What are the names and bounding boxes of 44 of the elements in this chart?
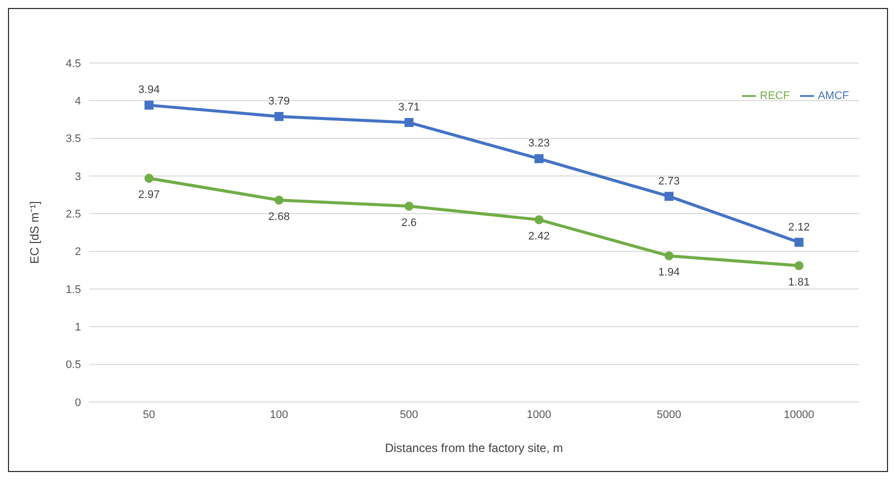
- y-tick-label: 1.5: [66, 284, 81, 296]
- data-label: 2.97: [138, 189, 160, 202]
- data-label: 2.68: [268, 210, 290, 223]
- data-label: 3.71: [398, 102, 420, 114]
- x-tick-label: 5000: [656, 408, 682, 421]
- data-label: 3.94: [138, 84, 160, 96]
- point: [404, 118, 414, 128]
- y-tick-label: 3: [74, 170, 81, 183]
- x-axis-title: Distances from the factory site, m: [384, 441, 564, 455]
- point: [144, 174, 154, 183]
- data-label: 2.42: [528, 230, 550, 243]
- point: [794, 238, 804, 247]
- data-label: 2.6: [401, 216, 417, 229]
- point: [274, 196, 284, 205]
- legend-label: AMCF: [818, 90, 849, 102]
- data-label: 3.79: [268, 95, 290, 108]
- data-label: 2.12: [788, 221, 810, 234]
- point: [404, 202, 414, 211]
- data-label: 2.73: [658, 175, 680, 188]
- legend-label: RECF: [760, 90, 790, 102]
- y-tick-label: 0: [74, 396, 81, 409]
- x-tick-label: 500: [400, 408, 418, 421]
- y-tick-label: 3.5: [66, 133, 81, 146]
- point: [794, 261, 804, 270]
- y-tick-label: 0.5: [66, 359, 81, 372]
- y-tick-label: 2: [74, 246, 81, 258]
- x-tick-label: 50: [142, 408, 156, 421]
- data-label: 1.81: [788, 276, 810, 288]
- y-tick-label: 2.5: [66, 208, 81, 221]
- y-tick-label: 4: [74, 96, 81, 108]
- y-axis-title: EC [dS m⁻¹]: [27, 201, 42, 264]
- point: [144, 100, 154, 110]
- point: [664, 192, 674, 201]
- point: [664, 251, 674, 260]
- x-tick-label: 10000: [784, 408, 814, 421]
- y-tick-label: 1: [74, 322, 81, 334]
- data-label: 3.23: [528, 138, 550, 150]
- x-tick-label: 1000: [526, 408, 552, 421]
- y-tick-label: 4.5: [66, 58, 81, 70]
- data-label: 1.94: [658, 266, 680, 279]
- point: [534, 154, 544, 164]
- x-tick-label: 100: [270, 408, 288, 421]
- point: [274, 112, 284, 121]
- point: [534, 215, 544, 224]
